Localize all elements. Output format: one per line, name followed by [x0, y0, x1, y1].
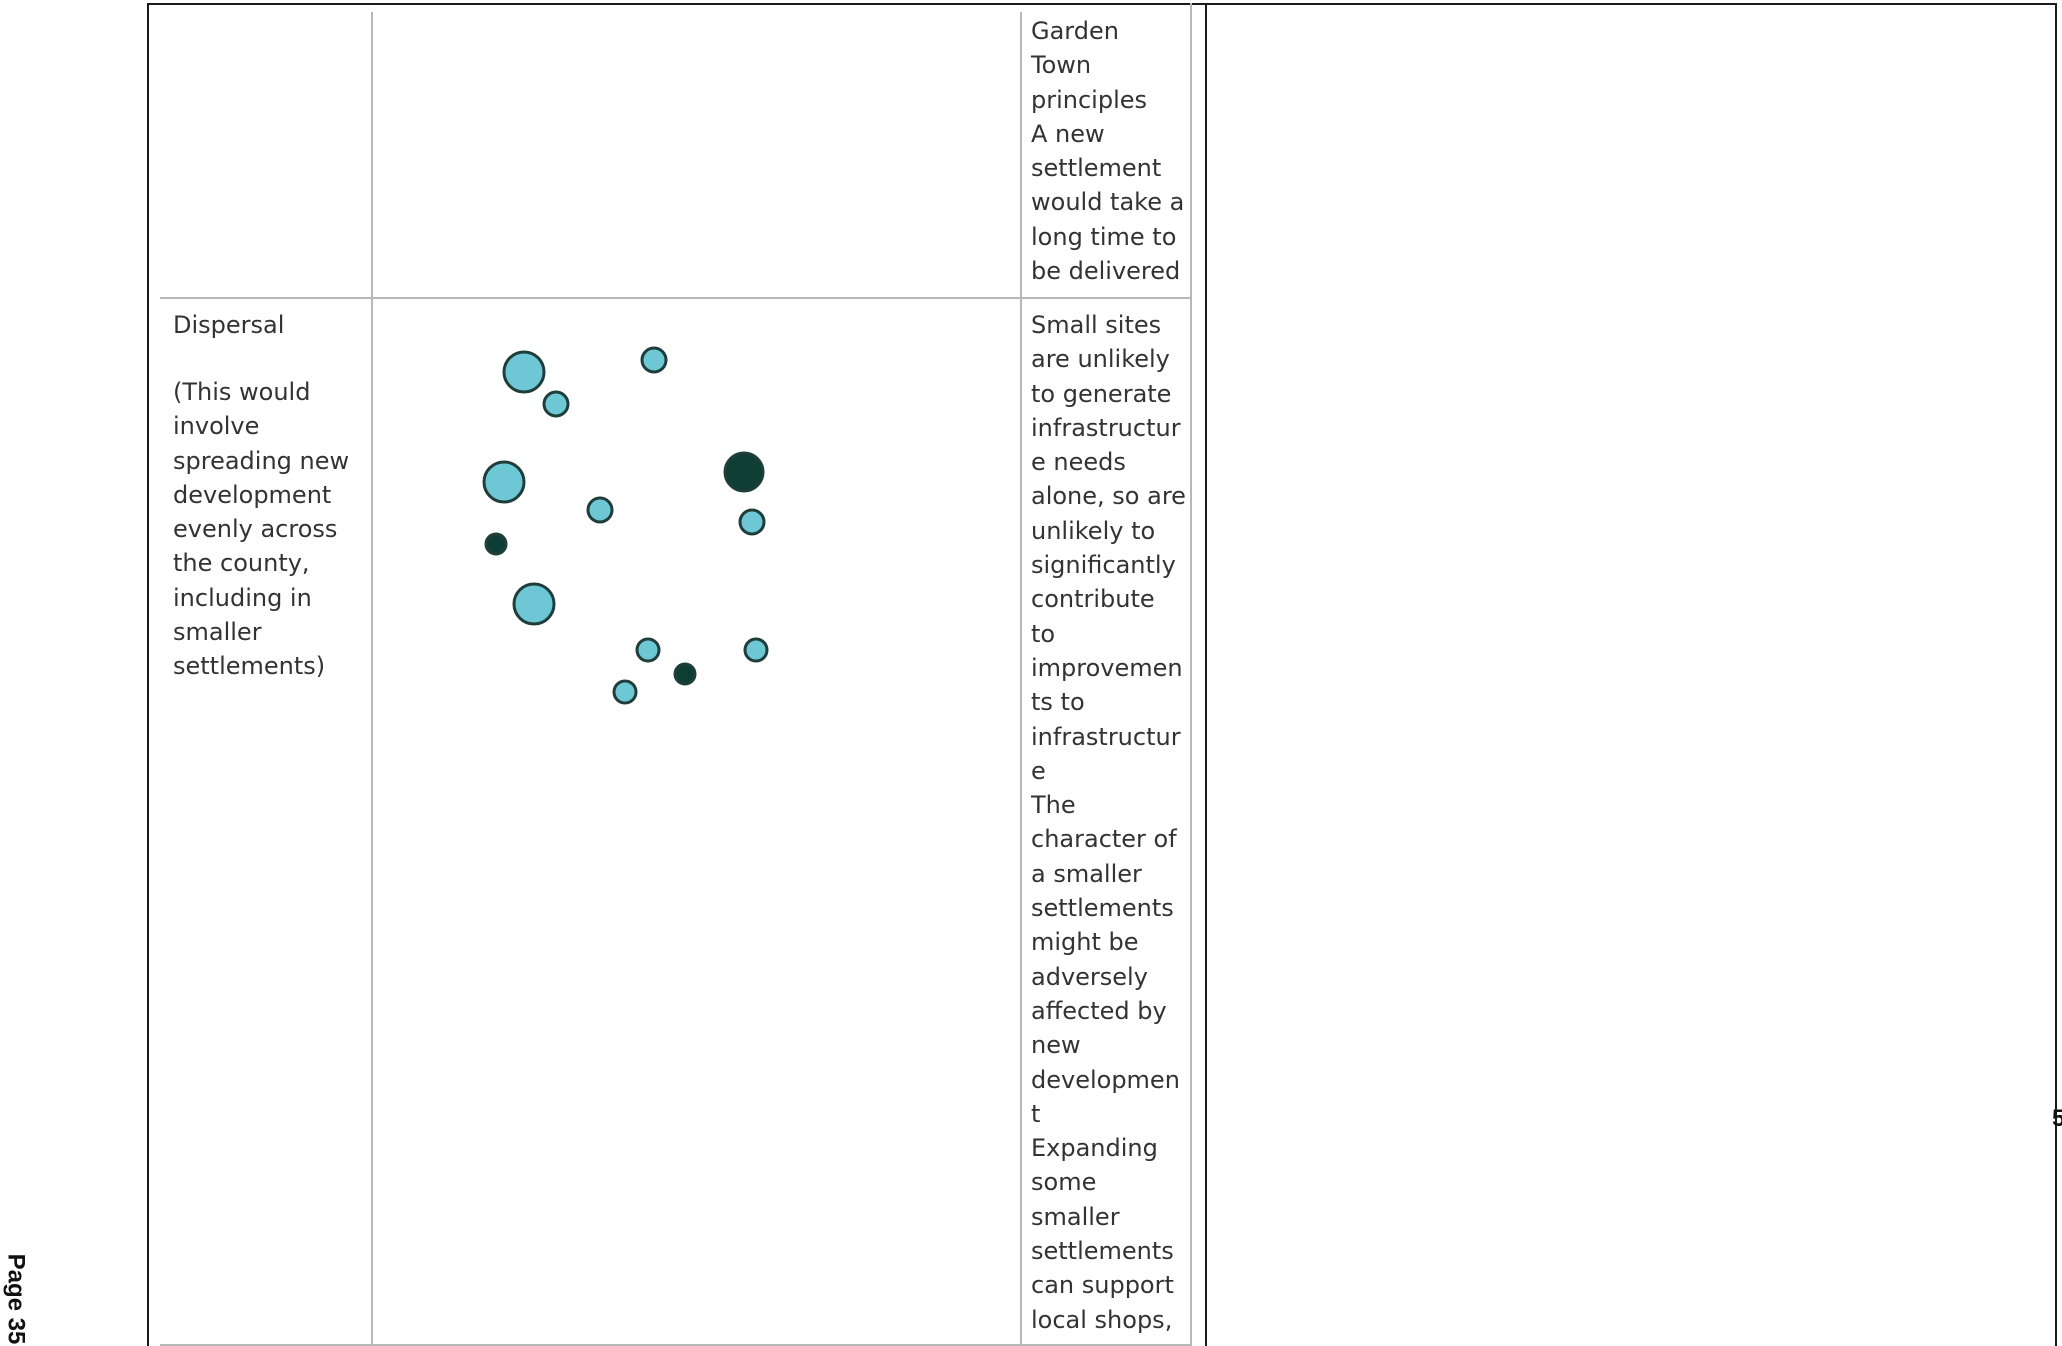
row-2-option-name: Dispersal	[173, 311, 285, 339]
text-line: involve	[173, 412, 260, 441]
text-line: to generate	[1031, 379, 1172, 408]
text-line: contribute	[1031, 585, 1155, 614]
text-line: be delivered	[1031, 257, 1181, 286]
text-line: t	[1031, 1099, 1041, 1128]
row-1-impacts: Garden Town principles A new settlement would…	[1031, 14, 1184, 288]
table-col-divider-2	[1020, 12, 1022, 1346]
page-number: Page 35	[0, 1252, 30, 1346]
dark-settlement-circle	[723, 451, 765, 493]
text-line: infrastructur	[1031, 722, 1181, 751]
text-line: Small sites	[1031, 311, 1162, 339]
table-right-border	[1190, 3, 1192, 1346]
text-line: new	[1031, 1031, 1081, 1060]
dark-settlement-circle	[484, 532, 508, 556]
text-line: A new	[1031, 119, 1105, 148]
text-line: affected by	[1031, 996, 1167, 1025]
text-line: principles	[1031, 85, 1148, 114]
light-settlement-circle	[542, 390, 570, 418]
text-line: e	[1031, 756, 1046, 785]
text-line: e needs	[1031, 448, 1126, 477]
text-line: a smaller	[1031, 859, 1142, 888]
text-line: Expanding	[1031, 1134, 1158, 1163]
table-bottom-border	[160, 1344, 1191, 1346]
text-line: smaller	[173, 618, 262, 647]
text-line: local shops,	[1031, 1305, 1173, 1334]
light-settlement-circle	[738, 508, 766, 536]
text-line: are unlikely	[1031, 345, 1170, 374]
dispersal-diagram	[482, 346, 769, 705]
light-settlement-circle	[512, 582, 556, 626]
text-line: settlement	[1031, 154, 1162, 183]
table-col-divider-1	[371, 12, 373, 1346]
light-settlement-circle	[743, 637, 769, 663]
dark-settlement-circle	[673, 662, 697, 686]
text-line: adversely	[1031, 962, 1148, 991]
text-line: alone, so are	[1031, 482, 1186, 511]
text-line: (This would	[173, 378, 311, 406]
text-line: evenly across	[173, 515, 338, 544]
text-line: some	[1031, 1168, 1097, 1197]
text-line: settlements)	[173, 652, 326, 681]
text-line: character of	[1031, 825, 1177, 854]
text-line: would take a	[1031, 188, 1185, 217]
text-line: spreading new	[173, 446, 350, 475]
text-line: The	[1031, 791, 1076, 820]
text-line: settlements	[1031, 1237, 1174, 1266]
text-line: including in	[173, 583, 312, 612]
text-line: the county,	[173, 549, 310, 578]
light-settlement-circle	[635, 637, 661, 663]
light-settlement-circle	[640, 346, 668, 374]
text-line: improvemen	[1031, 653, 1183, 682]
light-settlement-circle	[502, 350, 546, 394]
text-line: significantly	[1031, 551, 1176, 580]
text-line: Town	[1031, 51, 1092, 80]
text-line: ts to	[1031, 688, 1085, 717]
text-line: settlements	[1031, 894, 1174, 923]
text-line: long time to	[1031, 222, 1177, 251]
table-row-divider	[160, 297, 1191, 299]
text-line: infrastructur	[1031, 413, 1181, 442]
page-number-label: Page 35	[2, 1253, 30, 1345]
text-line: development	[173, 480, 332, 509]
text-line: unlikely to	[1031, 516, 1156, 545]
page-frame	[147, 3, 2057, 1346]
text-line: smaller	[1031, 1202, 1120, 1231]
text-line: developmen	[1031, 1065, 1180, 1094]
row-2-impacts: Small sites are unlikely to generate infras…	[1031, 308, 1186, 1337]
row-2-option-description: (This would involve spreading new developme…	[173, 375, 349, 684]
text-line: can support	[1031, 1271, 1174, 1300]
light-settlement-circle	[586, 496, 614, 524]
edge-glyph: 5	[2052, 1105, 2062, 1132]
light-settlement-circle	[612, 679, 638, 705]
page-column-divider	[1205, 3, 1207, 1346]
text-line: might be	[1031, 928, 1139, 957]
text-line: Garden	[1031, 17, 1119, 45]
text-line: to	[1031, 619, 1056, 648]
light-settlement-circle	[482, 460, 526, 504]
